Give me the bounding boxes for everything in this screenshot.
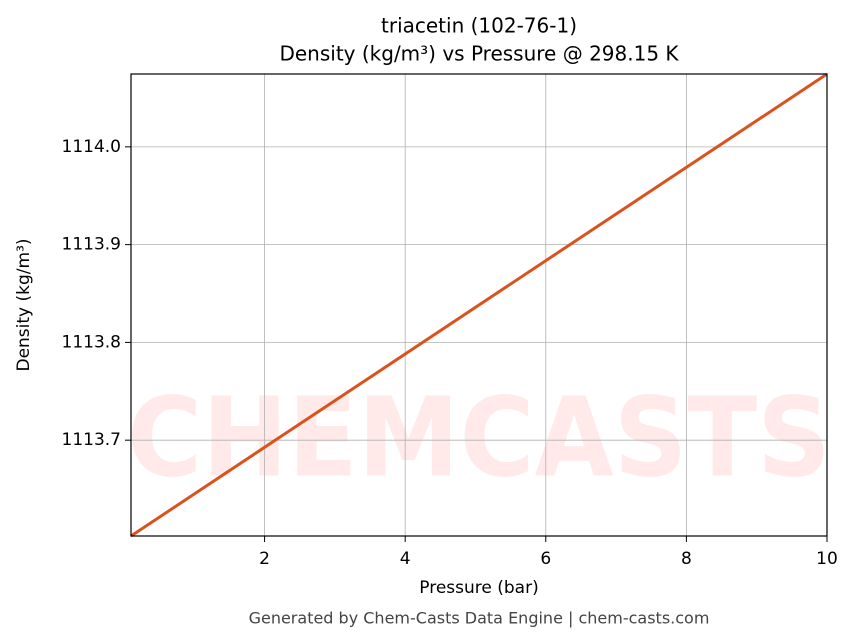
y-tick-label: 1113.9	[62, 235, 121, 255]
plot-frame	[130, 73, 828, 537]
data-line	[130, 72, 828, 538]
footer: Generated by Chem-Casts Data Engine | ch…	[249, 609, 710, 628]
x-tick-label: 10	[816, 549, 838, 569]
y-tick-label: 1113.7	[62, 430, 121, 450]
y-tick-label: 1114.0	[62, 137, 121, 157]
watermark: CHEMCASTS	[127, 374, 831, 502]
y-axis-label: Density (kg/m³)	[14, 238, 34, 371]
x-tick-label: 4	[400, 549, 411, 569]
x-tick-label: 8	[681, 549, 692, 569]
chart-subtitle: Density (kg/m³) vs Pressure @ 298.15 K	[279, 42, 679, 66]
chart-title: triacetin (102-76-1)	[381, 14, 577, 38]
x-tick-label: 2	[259, 549, 270, 569]
x-tick-label: 6	[540, 549, 551, 569]
y-tick-label: 1113.8	[62, 332, 121, 352]
x-axis-label: Pressure (bar)	[419, 578, 538, 598]
